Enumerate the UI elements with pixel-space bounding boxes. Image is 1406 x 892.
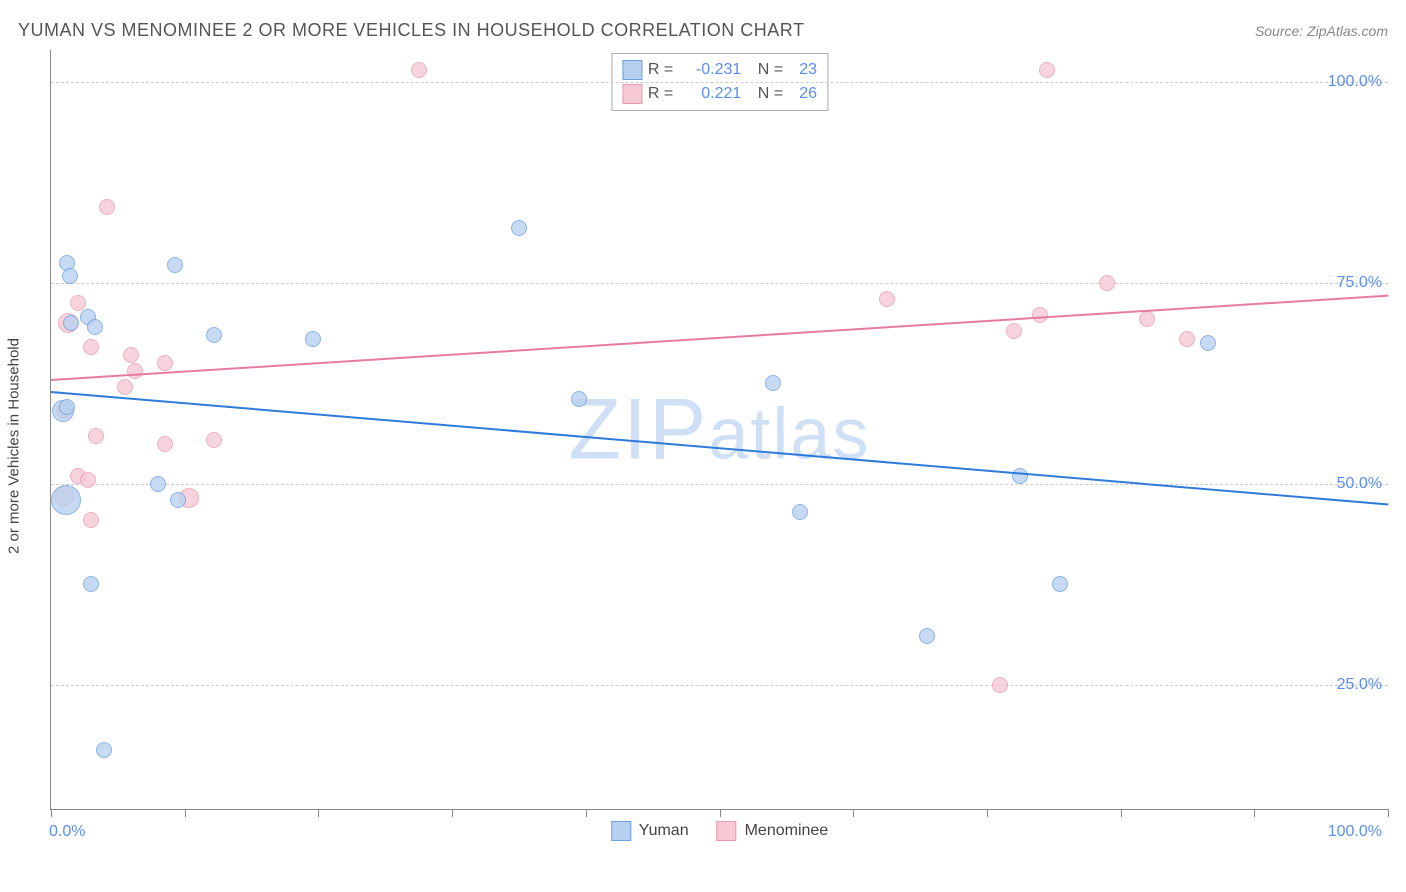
point-menominee [1099,275,1115,291]
point-yuman [170,492,186,508]
point-menominee [1039,62,1055,78]
x-tick [318,809,319,817]
legend-item-menominee: Menominee [717,821,829,841]
trendline-yuman [51,391,1388,505]
y-tick-label: 75.0% [1337,274,1382,292]
chart-title: YUMAN VS MENOMINEE 2 OR MORE VEHICLES IN… [18,20,804,41]
point-menominee [80,472,96,488]
point-yuman [96,742,112,758]
point-yuman [51,485,81,515]
point-yuman [571,391,587,407]
x-tick [1121,809,1122,817]
series-legend: Yuman Menominee [611,821,828,841]
x-tick [1254,809,1255,817]
n-label: N = [758,58,783,82]
point-menominee [83,512,99,528]
x-tick [586,809,587,817]
point-menominee [1139,311,1155,327]
x-tick [1388,809,1389,817]
point-yuman [206,327,222,343]
r-label: R = [648,82,673,106]
x-axis-min-label: 0.0% [49,823,85,841]
legend-row-menominee: R = 0.221 N = 26 [622,82,817,106]
x-tick [853,809,854,817]
point-yuman [765,375,781,391]
point-menominee [1032,307,1048,323]
gridline [51,283,1388,284]
swatch-blue-icon [611,821,631,841]
gridline [51,484,1388,485]
scatter-plot-area: ZIPatlas R = -0.231 N = 23 R = 0.221 N =… [50,50,1388,810]
swatch-blue-icon [622,60,642,80]
x-tick [452,809,453,817]
source-attribution: Source: ZipAtlas.com [1255,23,1388,39]
legend-label: Yuman [639,822,689,840]
y-tick-label: 50.0% [1337,475,1382,493]
point-yuman [1012,468,1028,484]
point-menominee [1179,331,1195,347]
point-yuman [62,268,78,284]
x-axis-max-label: 100.0% [1328,823,1382,841]
point-yuman [87,319,103,335]
watermark-text: ZIPatlas [569,380,871,479]
point-menominee [83,339,99,355]
legend-item-yuman: Yuman [611,821,689,841]
swatch-pink-icon [622,84,642,104]
y-tick-label: 25.0% [1337,676,1382,694]
point-menominee [992,677,1008,693]
point-yuman [59,399,75,415]
x-tick [185,809,186,817]
point-yuman [1052,576,1068,592]
x-tick [987,809,988,817]
point-menominee [88,428,104,444]
r-value: 0.221 [679,82,741,106]
gridline [51,685,1388,686]
point-menominee [206,432,222,448]
point-menominee [123,347,139,363]
point-yuman [83,576,99,592]
y-tick-label: 100.0% [1328,73,1382,91]
point-menominee [879,291,895,307]
point-yuman [167,257,183,273]
r-label: R = [648,58,673,82]
point-menominee [117,379,133,395]
legend-row-yuman: R = -0.231 N = 23 [622,58,817,82]
legend-label: Menominee [745,822,829,840]
r-value: -0.231 [679,58,741,82]
n-label: N = [758,82,783,106]
point-menominee [411,62,427,78]
x-tick [720,809,721,817]
point-yuman [511,220,527,236]
n-value: 26 [789,82,817,106]
x-tick [51,809,52,817]
point-menominee [70,295,86,311]
point-menominee [157,436,173,452]
n-value: 23 [789,58,817,82]
y-axis-label: 2 or more Vehicles in Household [6,338,23,554]
point-yuman [63,315,79,331]
point-menominee [1006,323,1022,339]
point-menominee [127,363,143,379]
point-yuman [792,504,808,520]
point-yuman [1200,335,1216,351]
gridline [51,82,1388,83]
point-yuman [919,628,935,644]
point-menominee [157,355,173,371]
point-yuman [305,331,321,347]
point-yuman [150,476,166,492]
swatch-pink-icon [717,821,737,841]
point-menominee [99,199,115,215]
